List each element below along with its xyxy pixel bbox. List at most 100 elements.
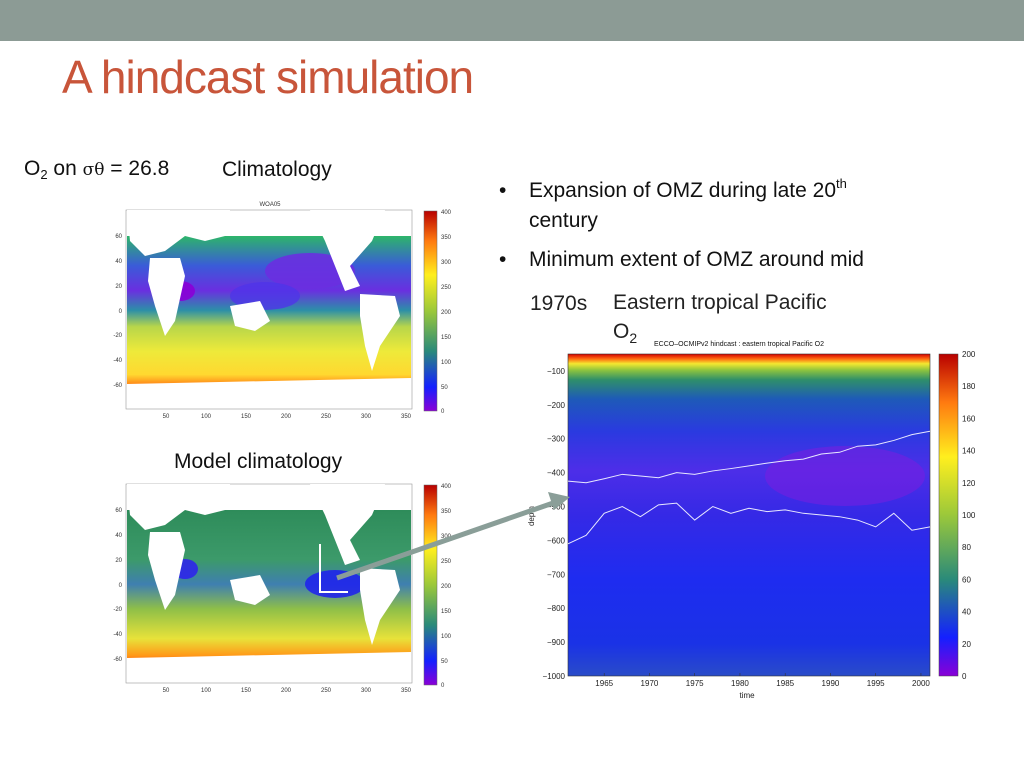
bullet-dot: • [499, 248, 507, 271]
xtick: 150 [241, 414, 252, 420]
colorbar-tick-label: 40 [962, 608, 971, 617]
colorbar-ticks: 400 350 300 250 200 150 100 50 0 [441, 484, 452, 689]
contour-layer [567, 430, 931, 545]
bullet-1-sup: th [836, 176, 847, 191]
bullet-list: • Expansion of OMZ during late 20th centu… [495, 176, 955, 284]
xtick: 150 [241, 688, 252, 694]
eastern-label-sub: 2 [629, 330, 638, 346]
colorbar-tick: 300 [441, 534, 452, 540]
y-tick-label: −700 [547, 570, 566, 579]
colorbar-tick: 350 [441, 235, 452, 241]
colorbar-gradient [423, 484, 438, 686]
contour-line-1 [567, 430, 931, 484]
y-tick-label: −600 [547, 536, 566, 545]
land-south-america [360, 568, 400, 645]
xtick: 250 [321, 688, 332, 694]
colorbar-tick: 150 [441, 609, 452, 615]
y-tick-label: −300 [547, 435, 566, 444]
colorbar-tick: 300 [441, 260, 452, 266]
slide-title: A hindcast simulation [62, 51, 474, 103]
ytick: 0 [119, 309, 123, 315]
o2-label-suffix: = 26.8 [104, 157, 170, 180]
o2-label-middle: on [47, 157, 83, 180]
land-antarctica [127, 652, 411, 682]
eastern-label-line1: Eastern tropical Pacific [613, 291, 827, 314]
model-colorbar: 400 350 300 250 200 150 100 50 0 [423, 484, 452, 689]
land-north-america [310, 210, 385, 291]
colorbar-tick-label: 60 [962, 575, 971, 584]
colorbar-tick: 0 [441, 683, 445, 689]
colorbar-tick-label: 80 [962, 543, 971, 552]
bullet-dot: • [499, 179, 507, 202]
map-xticks: 50 100 150 200 250 300 350 [163, 688, 412, 694]
y-tick-label: −1000 [543, 672, 566, 681]
x-tick-label: 2000 [912, 679, 930, 688]
colorbar-tick: 250 [441, 285, 452, 291]
x-tick-label: 1975 [686, 679, 704, 688]
xtick: 200 [281, 414, 292, 420]
ytick: 60 [115, 234, 122, 240]
y-tick-label: −500 [547, 503, 566, 512]
climatology-map: WOA05 60 40 20 0 -20 -40 -60 50 100 150 … [113, 202, 413, 420]
ytick: 60 [115, 508, 122, 514]
o2-label-sub: 2 [40, 167, 48, 182]
land-australia [230, 575, 270, 605]
y-tick-label: −800 [547, 604, 566, 613]
land-africa [148, 532, 185, 610]
colorbar-tick-label: 20 [962, 640, 971, 649]
colorbar-tick: 0 [441, 409, 445, 415]
bullet-item-1: • Expansion of OMZ during late 20th centu… [495, 176, 955, 236]
colorbar-tick-label: 200 [962, 350, 976, 359]
xtick: 350 [401, 688, 412, 694]
xtick: 100 [201, 414, 212, 420]
xtick: 200 [281, 688, 292, 694]
colorbar-tick: 400 [441, 210, 452, 216]
land-africa [148, 258, 185, 336]
ytick: 40 [115, 259, 122, 265]
heatmap-field [567, 353, 931, 677]
colorbar-tick-label: 140 [962, 447, 976, 456]
x-tick-label: 1995 [867, 679, 885, 688]
xtick: 300 [361, 414, 372, 420]
xtick: 250 [321, 414, 332, 420]
x-tick-label: 1980 [731, 679, 749, 688]
omz-north-pacific [265, 253, 355, 289]
colorbar-tick: 200 [441, 310, 452, 316]
x-axis-label: time [739, 691, 755, 700]
colorbar-tick: 100 [441, 634, 452, 640]
o2-label: O2 on σθ = 26.8 [24, 157, 169, 182]
colorbar-tick-label: 120 [962, 479, 976, 488]
omz-core [765, 446, 925, 506]
x-tick-label: 1970 [641, 679, 659, 688]
colorbar-tick-label: 180 [962, 382, 976, 391]
colorbar-gradient [423, 210, 438, 412]
y-tick-label: −900 [547, 638, 566, 647]
bullet-2-tail: 1970s [530, 292, 588, 315]
y-ticks: −100 −200 −300 −400 −500 −600 −700 −800 −900 −100… [543, 367, 566, 681]
xtick: 50 [163, 688, 170, 694]
colorbar-tick: 100 [441, 360, 452, 366]
ytick: -60 [113, 383, 122, 389]
colorbar-tick: 150 [441, 335, 452, 341]
o2-label-prefix: O [24, 157, 41, 180]
y-axis-label: depth [527, 506, 536, 526]
x-tick-label: 1965 [595, 679, 613, 688]
hindcast-chart: ECCO–OCMIPv2 hindcast : eastern tropical… [527, 341, 976, 700]
colorbar-tick-label: 100 [962, 511, 976, 520]
land-eurasia [127, 210, 230, 256]
colorbar-tick: 250 [441, 559, 452, 565]
bullet-1-text: Expansion of OMZ during late 20 [529, 179, 837, 202]
eastern-label-o: O [613, 320, 630, 343]
colorbar-tick: 400 [441, 484, 452, 490]
y-tick-label: −400 [547, 469, 566, 478]
x-ticks: 1965 1970 1975 1980 1985 1990 1995 2000 [595, 673, 930, 688]
ytick: 20 [115, 284, 122, 290]
xtick: 350 [401, 414, 412, 420]
land-australia [230, 301, 270, 331]
land-antarctica [127, 378, 411, 408]
ytick: 20 [115, 558, 122, 564]
ytick: -20 [113, 607, 122, 613]
chart-colorbar [938, 353, 959, 677]
colorbar-tick-label: 160 [962, 414, 976, 423]
ytick: -40 [113, 632, 122, 638]
